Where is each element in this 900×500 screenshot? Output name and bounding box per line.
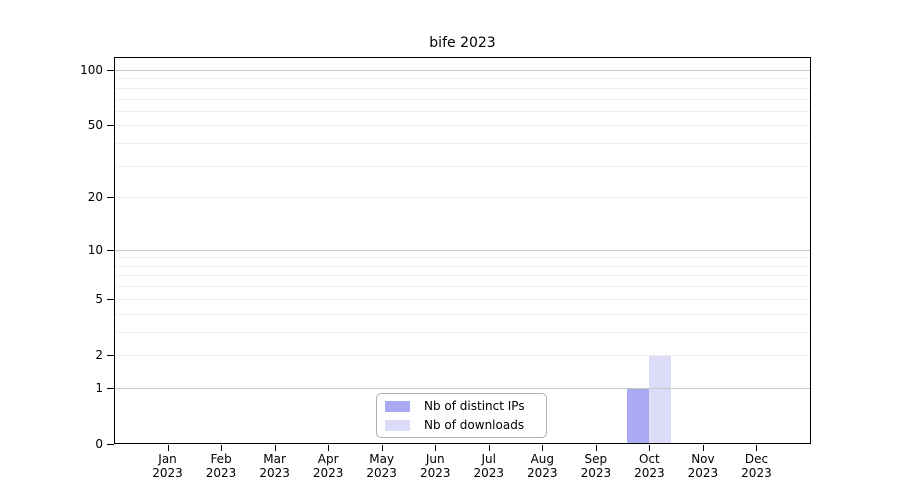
x-tick	[328, 445, 330, 451]
grid-layer	[115, 58, 810, 443]
x-tick-label: Jul 2023	[473, 452, 505, 480]
chart-title: bife 2023	[429, 35, 496, 51]
x-tick	[702, 445, 704, 451]
gridline-minor	[115, 125, 810, 127]
x-tick	[435, 445, 437, 451]
x-tick	[167, 445, 169, 451]
bar-nb-of-distinct-ips	[627, 387, 650, 444]
y-tick-label: 50	[87, 118, 103, 133]
legend-label-distinct-ips: Nb of distinct IPs	[424, 399, 525, 413]
y-tick	[107, 70, 114, 71]
y-tick-label: 2	[95, 347, 103, 362]
legend-item-downloads: Nb of downloads	[385, 417, 546, 433]
x-tick-label: Nov 2023	[687, 452, 719, 480]
x-tick-label: Jun 2023	[419, 452, 451, 480]
x-tick	[381, 445, 383, 451]
x-tick	[756, 445, 758, 451]
y-tick-label: 20	[87, 190, 103, 205]
gridline-minor	[115, 98, 810, 100]
bar-nb-of-downloads	[649, 354, 672, 444]
y-tick	[107, 444, 114, 445]
gridline-major	[115, 249, 810, 251]
gridline-major	[115, 70, 810, 71]
gridline-minor	[115, 110, 810, 112]
legend-swatch-downloads	[385, 419, 410, 431]
gridline-minor	[115, 354, 810, 356]
x-tick-label: Feb 2023	[205, 452, 237, 480]
gridline-major	[115, 387, 810, 389]
gridline-minor	[115, 298, 810, 300]
y-tick	[107, 298, 114, 300]
x-tick-label: Apr 2023	[312, 452, 344, 480]
x-tick	[542, 445, 544, 451]
y-tick	[107, 125, 114, 127]
x-tick-label: Jan 2023	[152, 452, 183, 480]
gridline-minor	[115, 265, 810, 267]
x-tick-label: Mar 2023	[259, 452, 290, 480]
y-tick-label: 1	[95, 380, 103, 395]
x-tick	[488, 445, 490, 451]
gridline-minor	[115, 257, 810, 259]
y-tick-label: 0	[95, 437, 103, 451]
y-tick	[107, 249, 114, 251]
plot-area	[114, 57, 811, 444]
gridline-minor	[115, 331, 810, 333]
y-tick	[107, 354, 114, 356]
x-tick-label: May 2023	[366, 452, 397, 480]
y-tick-label: 10	[87, 242, 103, 257]
x-tick-label: Aug 2023	[527, 452, 558, 480]
legend-item-distinct-ips: Nb of distinct IPs	[385, 398, 546, 414]
gridline-minor	[115, 313, 810, 315]
gridline-minor	[115, 165, 810, 167]
gridline-minor	[115, 78, 810, 80]
y-tick	[107, 387, 114, 389]
x-tick	[274, 445, 276, 451]
y-tick-label: 5	[95, 291, 103, 306]
legend-label-downloads: Nb of downloads	[424, 418, 525, 432]
gridline-minor	[115, 143, 810, 145]
x-tick-label: Dec 2023	[741, 452, 772, 480]
gridline-minor	[115, 275, 810, 277]
x-tick	[221, 445, 223, 451]
gridline-minor	[115, 286, 810, 288]
x-tick-label: Oct 2023	[634, 452, 665, 480]
x-tick	[649, 445, 651, 451]
legend-swatch-distinct-ips	[385, 400, 410, 412]
gridline-minor	[115, 197, 810, 199]
x-tick	[595, 445, 597, 451]
gridline-minor	[115, 87, 810, 89]
legend: Nb of distinct IPs Nb of downloads	[376, 393, 547, 438]
y-tick	[107, 197, 114, 199]
x-tick-label: Sep 2023	[580, 452, 612, 480]
y-tick-label: 100	[80, 63, 103, 77]
